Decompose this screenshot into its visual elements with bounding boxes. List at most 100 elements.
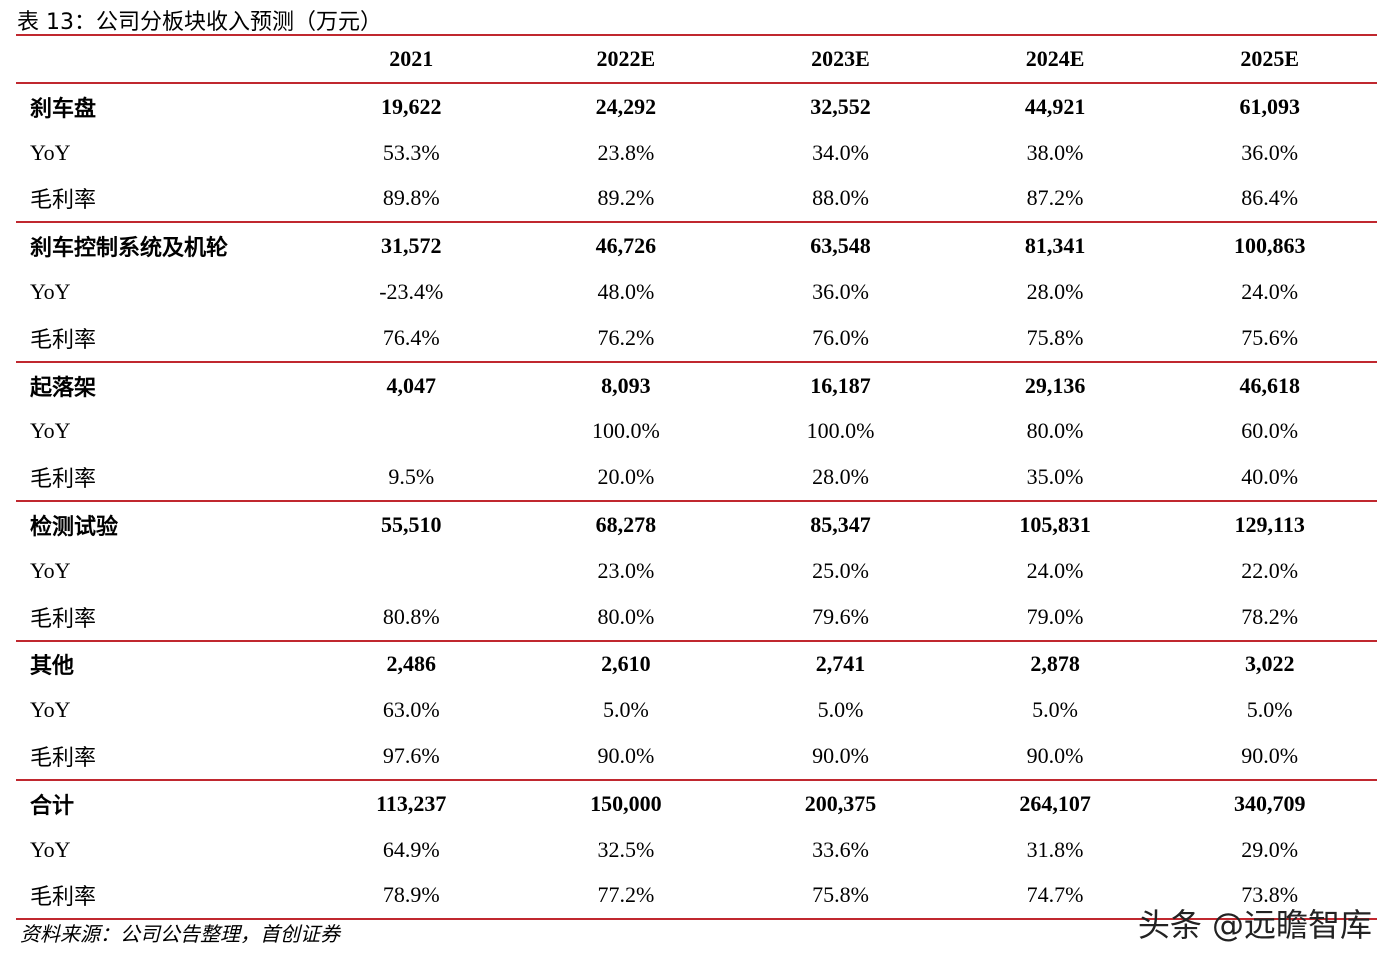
table-cell: 89.2% [597, 185, 655, 211]
table-cell: 74.7% [947, 872, 1163, 921]
table-cell: 4,047 [304, 360, 519, 409]
table-cell: 36.0% [1241, 139, 1299, 165]
table-row-metric: 毛利率 9.5% 20.0% 28.0% 35.0% 40.0% [16, 454, 1377, 501]
row-label: 其他 [16, 639, 304, 688]
table-cell: 40.0% [1241, 464, 1299, 490]
table-cell: 34.0% [812, 139, 869, 165]
table-cell: 77.2% [518, 872, 734, 921]
table-row-metric: YoY 100.0% 100.0% 80.0% 60.0% [16, 409, 1377, 455]
column-header-2023e: 2023E [733, 34, 948, 84]
source-note: 资料来源：公司公告整理，首创证券 [20, 922, 340, 946]
table-cell: 48.0% [597, 279, 655, 305]
row-label: YoY [30, 279, 71, 305]
table-cell: 23.8% [597, 139, 655, 165]
table-row-metric: 毛利率 78.9% 77.2% 75.8% 74.7% 73.8% [16, 872, 1377, 921]
table-row-segment: 起落架 4,047 8,093 16,187 29,136 46,618 [16, 360, 1377, 409]
table-cell [304, 548, 519, 594]
table-cell: 5.0% [602, 697, 649, 723]
table-row-segment: 刹车盘 19,622 24,292 32,552 44,921 61,093 [16, 83, 1377, 130]
table-cell: 36.0% [812, 279, 869, 305]
row-label: YoY [30, 557, 71, 583]
table-cell: 129,113 [1162, 500, 1377, 548]
row-label: YoY [30, 697, 71, 723]
table-cell: 80.0% [597, 603, 655, 629]
table-cell: 81,341 [947, 221, 1163, 270]
table-cell: 9.5% [388, 464, 435, 490]
row-label: 毛利率 [16, 872, 304, 921]
table-cell: 100.0% [591, 418, 660, 444]
table-cell: 97.6% [382, 743, 440, 769]
table-cell: 31,572 [304, 221, 519, 270]
row-label: YoY [30, 139, 71, 165]
row-label: 刹车控制系统及机轮 [16, 221, 304, 270]
table-cell: 85,347 [733, 500, 948, 548]
table-cell: 5.0% [1032, 697, 1078, 723]
table-cell: 80.0% [1026, 418, 1084, 444]
table-cell: 25.0% [812, 557, 869, 583]
table-cell: 46,618 [1162, 360, 1377, 409]
table-cell: 24,292 [595, 93, 657, 119]
column-header [16, 34, 304, 84]
table-cell: 75.8% [1026, 324, 1084, 350]
table-cell: 200,375 [733, 778, 948, 827]
table-cell: 16,187 [733, 360, 948, 409]
table-cell: 105,831 [947, 500, 1163, 548]
table-cell: 100,863 [1162, 221, 1377, 270]
table-cell: 5.0% [817, 697, 864, 723]
table-cell: 150,000 [518, 778, 734, 827]
row-label: 毛利率 [30, 606, 97, 632]
table-header-row: 2021 2022E 2023E 2024E 2025E [16, 34, 1377, 84]
column-header-2024e: 2024E [947, 34, 1163, 84]
table-cell: 22.0% [1241, 557, 1299, 583]
table-cell: 35.0% [1026, 464, 1084, 490]
table-row-metric: YoY -23.4% 48.0% 36.0% 28.0% 24.0% [16, 269, 1377, 315]
table-cell: 46,726 [518, 221, 734, 270]
table-cell: -23.4% [379, 279, 444, 305]
table-cell: 32.5% [597, 836, 655, 862]
row-label: 毛利率 [30, 467, 97, 493]
table-cell: 2,878 [947, 639, 1163, 688]
table-cell: 75.8% [733, 872, 948, 921]
column-header-2022e: 2022E [518, 34, 734, 84]
row-label: 刹车盘 [30, 96, 97, 122]
table-row-segment: 其他 2,486 2,610 2,741 2,878 3,022 [16, 639, 1377, 688]
table-cell: 78.2% [1241, 603, 1299, 629]
table-cell: 88.0% [812, 185, 869, 211]
row-label: YoY [30, 836, 71, 862]
table-cell: 24.0% [1241, 279, 1299, 305]
table-cell: 2,610 [518, 639, 734, 688]
table-row-metric: 毛利率 76.4% 76.2% 76.0% 75.8% 75.6% [16, 315, 1377, 362]
column-header-2025e: 2025E [1162, 34, 1377, 84]
table-row-metric: YoY 23.0% 25.0% 24.0% 22.0% [16, 548, 1377, 594]
table-cell: 33.6% [812, 836, 869, 862]
table-cell: 78.9% [304, 872, 519, 921]
table-cell: 60.0% [1241, 418, 1299, 444]
table-cell: 63,548 [733, 221, 948, 270]
watermark: 头条 @远瞻智库 [1137, 906, 1372, 944]
table-cell: 73.8% [1162, 872, 1377, 921]
table-body: 刹车盘 19,622 24,292 32,552 44,921 61,093 YoY 53.3… [16, 83, 1377, 921]
table-cell: 76.0% [812, 324, 869, 350]
table-cell: 32,552 [810, 93, 871, 119]
table-cell [304, 409, 519, 455]
table-cell: 80.8% [382, 603, 440, 629]
table-cell: 20.0% [597, 464, 655, 490]
table-cell: 264,107 [947, 778, 1163, 827]
table-row-metric: YoY 63.0% 5.0% 5.0% 5.0% 5.0% [16, 687, 1377, 733]
table-row-metric: 毛利率 80.8% 80.0% 79.6% 79.0% 78.2% [16, 594, 1377, 641]
table-cell: 340,709 [1162, 778, 1377, 827]
row-label: 毛利率 [30, 327, 97, 353]
table-cell: 86.4% [1241, 185, 1299, 211]
table-cell: 29,136 [947, 360, 1163, 409]
table-cell: 8,093 [518, 360, 734, 409]
table-cell: 64.9% [382, 836, 440, 862]
table-cell: 2,486 [304, 639, 519, 688]
table-cell: 28.0% [812, 464, 869, 490]
table-cell: 100.0% [806, 418, 875, 444]
table-cell: 3,022 [1162, 639, 1377, 688]
table-row-metric: 毛利率 97.6% 90.0% 90.0% 90.0% 90.0% [16, 733, 1377, 780]
table-row-metric: YoY 64.9% 32.5% 33.6% 31.8% 29.0% [16, 827, 1377, 873]
table-cell: 23.0% [597, 557, 655, 583]
table-cell: 89.8% [382, 185, 440, 211]
table-cell: 55,510 [304, 500, 519, 548]
